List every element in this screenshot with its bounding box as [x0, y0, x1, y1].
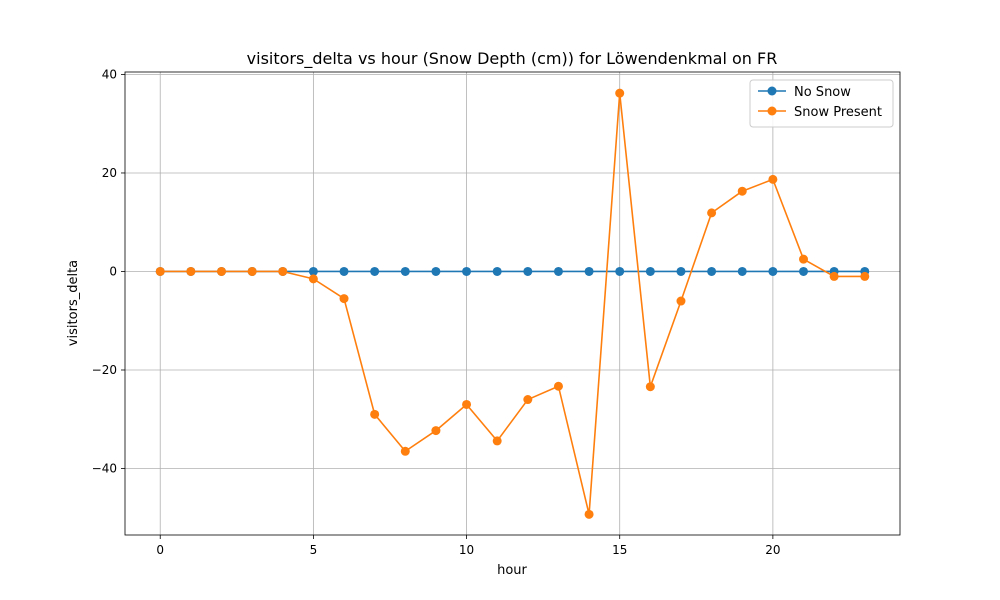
- data-point: [737, 266, 747, 276]
- data-point: [339, 294, 349, 304]
- data-point: [492, 266, 502, 276]
- y-tick-label: 20: [102, 166, 117, 180]
- x-tick-label: 10: [459, 543, 474, 557]
- x-axis-label: hour: [497, 563, 527, 578]
- data-point: [615, 266, 625, 276]
- legend-label-2: Snow Present: [794, 105, 882, 120]
- data-point: [278, 266, 288, 276]
- legend-marker-2: [767, 106, 777, 116]
- data-point: [707, 208, 717, 218]
- data-point: [768, 174, 778, 184]
- data-point: [523, 395, 533, 405]
- series-group: [155, 88, 870, 519]
- y-axis: −40 −20 0 20 40: [92, 67, 125, 476]
- plot-frame: [124, 71, 901, 536]
- data-point: [860, 271, 870, 281]
- data-point: [799, 266, 809, 276]
- data-point: [645, 382, 655, 392]
- data-point: [768, 266, 778, 276]
- data-point: [370, 409, 380, 419]
- plot-area: [124, 71, 901, 536]
- legend-marker-1: [767, 86, 777, 96]
- data-point: [645, 266, 655, 276]
- data-point: [155, 266, 165, 276]
- data-point: [676, 296, 686, 306]
- data-point: [676, 266, 686, 276]
- x-axis: 0 5 10 15 20: [156, 535, 781, 557]
- data-point: [584, 266, 594, 276]
- x-tick-label: 5: [310, 543, 318, 557]
- series-line-2: [160, 92, 865, 516]
- data-point: [370, 266, 380, 276]
- data-point: [584, 509, 594, 519]
- chart-title: visitors_delta vs hour (Snow Depth (cm))…: [247, 49, 778, 69]
- legend: No Snow Snow Present: [749, 79, 894, 128]
- data-point: [553, 381, 563, 391]
- data-point: [400, 266, 410, 276]
- data-point: [308, 274, 318, 284]
- x-tick-label: 0: [156, 543, 164, 557]
- data-point: [737, 186, 747, 196]
- data-point: [431, 426, 441, 436]
- data-point: [615, 88, 625, 98]
- x-tick-label: 15: [612, 543, 627, 557]
- data-point: [829, 271, 839, 281]
- y-tick-label: −40: [92, 462, 117, 476]
- data-point: [707, 266, 717, 276]
- y-tick-label: 40: [102, 67, 117, 81]
- data-point: [553, 266, 563, 276]
- data-point: [492, 436, 502, 446]
- data-point: [216, 266, 226, 276]
- data-point: [462, 266, 472, 276]
- data-point: [186, 266, 196, 276]
- data-point: [523, 266, 533, 276]
- data-point: [462, 399, 472, 409]
- data-point: [431, 266, 441, 276]
- data-point: [308, 266, 318, 276]
- data-point: [400, 446, 410, 456]
- x-tick-label: 20: [765, 543, 780, 557]
- legend-label-1: No Snow: [794, 85, 851, 100]
- y-tick-label: 0: [109, 264, 117, 278]
- data-point: [339, 266, 349, 276]
- y-axis-label: visitors_delta: [66, 260, 81, 346]
- data-point: [247, 266, 257, 276]
- data-point: [799, 254, 809, 264]
- y-tick-label: −20: [92, 363, 117, 377]
